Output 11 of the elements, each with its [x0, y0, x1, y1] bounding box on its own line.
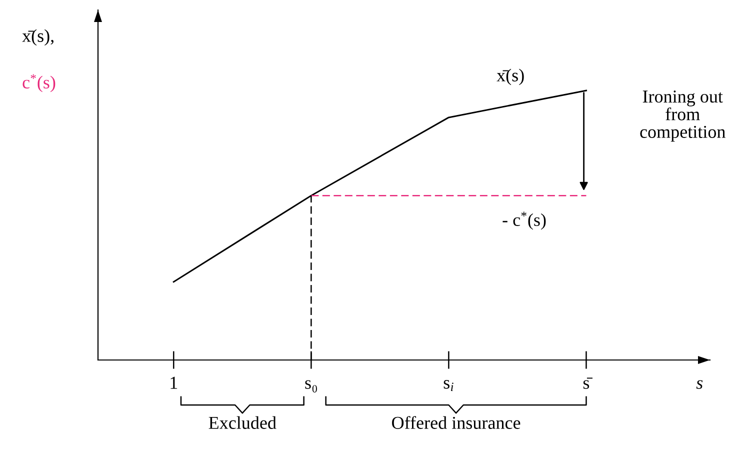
text: Excluded [208, 416, 276, 429]
x-tick-label: s$_{i}$ [444, 380, 454, 392]
text: Offered insurance [392, 416, 520, 429]
series-label: - c$^{*}$(s) [502, 212, 546, 230]
x-tick-label: 1 [170, 376, 178, 389]
text: x̄(s), c$^{*}$(s) [22, 29, 56, 92]
x-tick-label: s̄ [583, 378, 593, 389]
annotation: Ironing out from competition [640, 90, 726, 142]
series-label: x̄(s) [496, 68, 524, 86]
x-tick-label: s₀ [305, 380, 317, 392]
x-axis-title: s [696, 380, 703, 389]
